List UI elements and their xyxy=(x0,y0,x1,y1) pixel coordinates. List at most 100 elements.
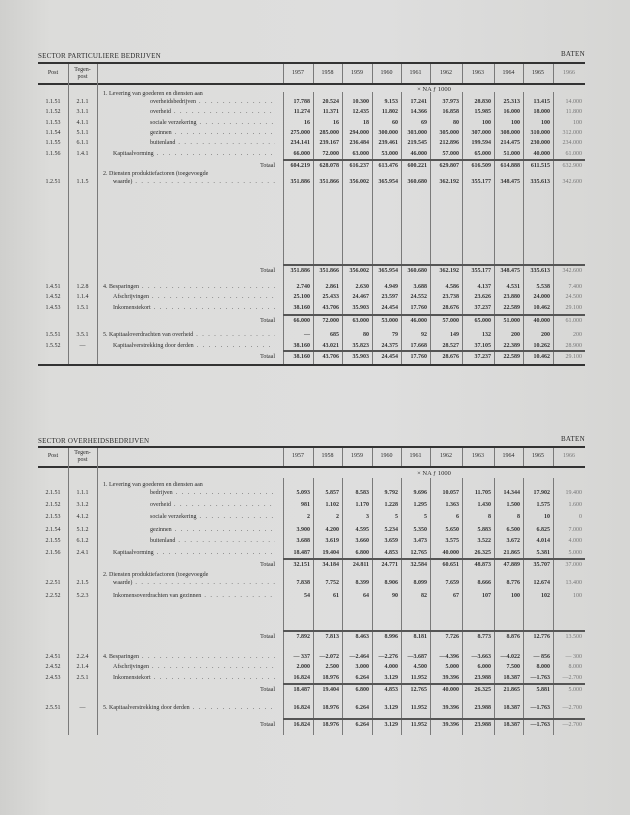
value-cell: 2.861 xyxy=(325,284,340,290)
tegenpost-code: 3.1.1 xyxy=(76,109,89,115)
value-cell: 342.600 xyxy=(562,179,583,185)
value-cell: 348.475 xyxy=(500,268,521,274)
value-cell: 54 xyxy=(304,593,310,599)
row-label: Afschrijvingen xyxy=(113,292,275,302)
value-cell: 305.000 xyxy=(439,130,460,136)
value-cell: 10.262 xyxy=(533,343,551,349)
value-cell: 4.595 xyxy=(355,527,370,533)
value-cell: 3.900 xyxy=(296,527,311,533)
value-cell: 6.500 xyxy=(506,527,521,533)
value-cell: 8 xyxy=(517,514,520,520)
header-year: 1959 xyxy=(351,453,363,459)
value-cell: 351.866 xyxy=(319,179,340,185)
value-cell: — 300 xyxy=(565,654,583,660)
value-cell: 1.170 xyxy=(355,502,370,508)
value-cell: 239.167 xyxy=(319,140,340,146)
header-year: 1958 xyxy=(321,453,334,459)
value-cell: 11.274 xyxy=(293,109,310,115)
value-cell: 16 xyxy=(304,120,310,126)
post-code: 1.4.51 xyxy=(45,284,61,290)
total-rule xyxy=(283,630,585,632)
value-cell: 37.105 xyxy=(474,343,492,349)
value-cell: 239.461 xyxy=(378,140,399,146)
tegenpost-code: 2.4.1 xyxy=(76,550,89,556)
value-cell: 35.903 xyxy=(352,305,370,311)
value-cell: 25.433 xyxy=(322,294,340,300)
tegenpost-code: 2.2.4 xyxy=(76,654,89,660)
value-cell: 24.467 xyxy=(352,294,370,300)
column-divider xyxy=(68,448,69,735)
column-divider xyxy=(68,64,69,364)
value-cell: 69 xyxy=(421,120,427,126)
value-cell: 37.237 xyxy=(474,354,492,360)
header-year: 1957 xyxy=(292,453,304,459)
total-rule xyxy=(283,159,585,161)
value-cell: 12.674 xyxy=(533,580,551,586)
column-divider xyxy=(313,478,314,735)
value-cell: 14.344 xyxy=(503,490,521,496)
value-cell: 39.396 xyxy=(442,675,460,681)
header-bottom-rule xyxy=(38,83,585,85)
post-code: 1.1.55 xyxy=(45,140,61,146)
post-code: 1.5.52 xyxy=(45,343,61,349)
value-cell: 303.000 xyxy=(407,130,428,136)
post-code: 2.1.54 xyxy=(45,527,61,533)
value-cell: 356.002 xyxy=(349,268,370,274)
value-cell: 61 xyxy=(333,593,339,599)
column-divider xyxy=(430,64,431,83)
value-cell: 199.594 xyxy=(471,140,492,146)
value-cell: —1.763 xyxy=(530,675,551,681)
row-label: buitenland xyxy=(150,536,275,546)
column-divider xyxy=(401,478,402,735)
value-cell: 18 xyxy=(363,120,369,126)
column-divider xyxy=(462,92,463,364)
table-row: 2.4.53 2.5.1 Inkomenstekort 16.824 18.976 6.2… xyxy=(0,673,630,683)
value-cell: 11.371 xyxy=(322,109,339,115)
row-label: Inkomenstekort xyxy=(113,303,275,313)
table-row: 1.5.51 3.5.1 5. Kapitaaloverdrachten van o… xyxy=(0,330,630,340)
value-cell: 15.985 xyxy=(474,109,492,115)
value-cell: 355.177 xyxy=(471,179,492,185)
value-cell: 1.575 xyxy=(536,502,551,508)
value-cell: —2.700 xyxy=(562,722,583,728)
value-cell: 628.078 xyxy=(319,163,340,169)
column-divider xyxy=(462,64,463,83)
value-cell: 10.462 xyxy=(533,305,551,311)
row-label: Totaal xyxy=(260,268,275,274)
tegenpost-code: 1.4.1 xyxy=(76,151,89,157)
value-cell: 57.000 xyxy=(442,318,460,324)
table-row: 1.1.52 3.1.1 overheid 11.274 11.371 12.435 11.… xyxy=(0,107,630,117)
table-row: 1.1.51 2.1.1 1. Levering van goederen en d… xyxy=(0,91,630,107)
value-cell: 3.672 xyxy=(506,538,521,544)
value-cell: 8.463 xyxy=(355,634,370,640)
value-cell: 28.830 xyxy=(474,99,492,105)
value-cell: 360.680 xyxy=(407,179,428,185)
value-cell: 4.200 xyxy=(325,527,340,533)
value-cell: 1.228 xyxy=(384,502,399,508)
value-cell: 24.500 xyxy=(565,294,583,300)
value-cell: 14.366 xyxy=(410,109,428,115)
column-divider xyxy=(494,64,495,83)
row-label: waarde) xyxy=(113,177,275,187)
value-cell: 7.838 xyxy=(296,580,311,586)
column-divider xyxy=(283,478,284,735)
value-cell: 63.000 xyxy=(352,318,370,324)
post-code: 2.1.52 xyxy=(45,502,61,508)
value-cell: 11.800 xyxy=(565,109,582,115)
tegenpost-code: 4.1.1 xyxy=(76,120,89,126)
row-label: Afschrijvingen xyxy=(113,662,275,672)
row-label: Kapitaalvorming xyxy=(113,548,275,558)
value-cell: 7.400 xyxy=(568,284,583,290)
value-cell: 214.475 xyxy=(500,140,521,146)
value-cell: —3.687 xyxy=(407,654,428,660)
tegenpost-code: 1.1.4 xyxy=(76,294,89,300)
row-label: Totaal xyxy=(260,354,275,360)
value-cell: 9.696 xyxy=(413,490,428,496)
column-divider xyxy=(553,64,554,83)
header-year: 1957 xyxy=(292,69,304,76)
value-cell: 614.888 xyxy=(500,163,521,169)
value-cell: 3.688 xyxy=(413,284,428,290)
header-top-rule xyxy=(38,62,585,64)
column-divider xyxy=(97,448,98,735)
